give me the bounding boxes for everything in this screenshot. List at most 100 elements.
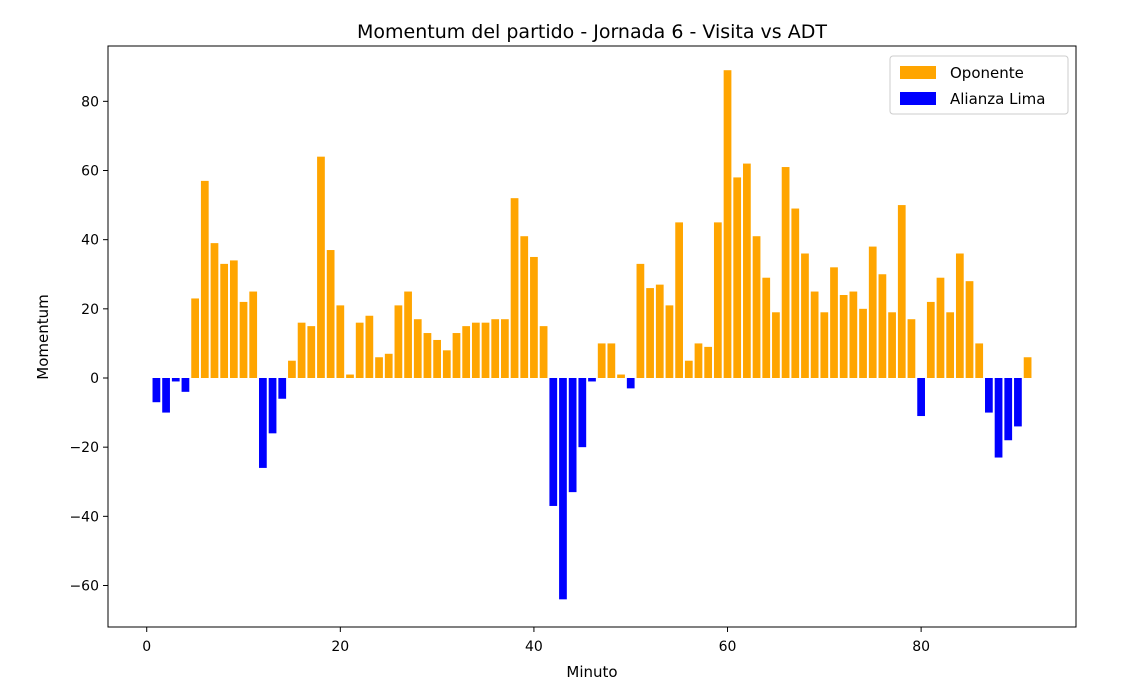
bar-oponente-min-26 — [394, 305, 403, 379]
bar-alianza-lima-min-88 — [994, 378, 1003, 458]
bar-oponente-min-27 — [404, 291, 412, 378]
bar-oponente-min-10 — [239, 301, 248, 378]
bar-oponente-min-9 — [229, 260, 238, 378]
y-tick-label: −60 — [69, 579, 99, 595]
bar-alianza-lima-min-45 — [578, 378, 587, 448]
bar-oponente-min-38 — [510, 198, 519, 378]
bar-oponente-min-6 — [200, 180, 209, 379]
bar-oponente-min-58 — [704, 346, 713, 379]
x-tick-label: 0 — [142, 639, 151, 655]
bar-oponente-min-53 — [655, 284, 664, 379]
bar-oponente-min-73 — [849, 291, 858, 378]
bar-oponente-min-74 — [859, 308, 867, 378]
bar-oponente-min-61 — [733, 177, 742, 378]
bar-oponente-min-63 — [752, 236, 761, 378]
bar-oponente-min-68 — [801, 253, 809, 378]
y-tick-label: 20 — [81, 302, 99, 318]
bar-oponente-min-85 — [965, 281, 974, 378]
y-tick-label: 40 — [81, 233, 99, 249]
bar-oponente-min-21 — [346, 374, 354, 378]
x-tick-label: 80 — [912, 639, 930, 655]
bar-oponente-min-70 — [820, 312, 829, 378]
bar-oponente-min-48 — [607, 343, 616, 378]
bar-oponente-min-7 — [210, 243, 219, 379]
bar-oponente-min-19 — [326, 250, 335, 378]
bar-oponente-min-11 — [249, 291, 258, 378]
bar-alianza-lima-min-12 — [259, 378, 267, 468]
bar-oponente-min-32 — [452, 333, 461, 378]
legend-label-alianza-lima: Alianza Lima — [950, 90, 1045, 108]
bar-oponente-min-41 — [539, 326, 548, 379]
bar-oponente-min-5 — [191, 298, 199, 378]
bar-oponente-min-24 — [375, 357, 383, 378]
bar-oponente-min-54 — [665, 305, 674, 379]
plot-frame — [107, 45, 1077, 628]
x-axis-ticks: 0 20 40 60 80 — [142, 627, 930, 655]
bars-group — [152, 70, 1032, 600]
bar-alianza-lima-min-3 — [171, 378, 180, 382]
bar-oponente-min-31 — [442, 350, 451, 378]
bar-alianza-lima-min-43 — [559, 378, 567, 600]
bar-oponente-min-18 — [317, 156, 325, 378]
bar-oponente-min-29 — [423, 333, 432, 378]
bar-oponente-min-37 — [501, 319, 509, 378]
bar-oponente-min-59 — [713, 222, 722, 379]
bar-alianza-lima-min-90 — [1014, 378, 1022, 427]
bar-alianza-lima-min-50 — [626, 378, 635, 389]
bar-oponente-min-78 — [897, 205, 906, 378]
bar-oponente-min-65 — [772, 312, 780, 378]
bar-oponente-min-28 — [413, 319, 422, 378]
bar-oponente-min-91 — [1023, 357, 1032, 378]
bar-oponente-min-33 — [462, 326, 471, 379]
x-tick-label: 20 — [331, 639, 349, 655]
y-axis-ticks: −60 −40 −20 0 20 40 60 80 — [69, 94, 108, 595]
legend-swatch-oponente — [900, 66, 936, 79]
bar-oponente-min-75 — [868, 246, 877, 378]
bar-alianza-lima-min-2 — [162, 378, 170, 413]
x-axis-title: Minuto — [566, 663, 617, 681]
bar-oponente-min-51 — [636, 263, 645, 379]
bar-oponente-min-20 — [336, 305, 345, 379]
bar-oponente-min-76 — [878, 274, 887, 378]
bar-oponente-min-8 — [220, 263, 229, 379]
y-tick-label: −20 — [69, 440, 99, 456]
bar-oponente-min-40 — [530, 256, 538, 378]
bar-oponente-min-81 — [926, 301, 935, 378]
y-tick-label: 60 — [81, 164, 99, 180]
bar-oponente-min-34 — [471, 322, 480, 378]
bar-alianza-lima-min-1 — [152, 378, 161, 403]
bar-oponente-min-17 — [307, 326, 316, 379]
chart-title: Momentum del partido - Jornada 6 - Visit… — [357, 21, 827, 43]
bar-oponente-min-22 — [355, 322, 364, 378]
bar-oponente-min-67 — [791, 208, 800, 378]
bar-oponente-min-30 — [433, 339, 441, 378]
bar-alianza-lima-min-89 — [1004, 378, 1013, 441]
bar-oponente-min-36 — [491, 319, 500, 378]
bar-oponente-min-62 — [743, 163, 751, 378]
bar-oponente-min-57 — [694, 343, 703, 378]
bar-oponente-min-56 — [684, 360, 693, 378]
bar-alianza-lima-min-13 — [268, 378, 277, 434]
x-tick-label: 60 — [719, 639, 737, 655]
bar-oponente-min-49 — [617, 374, 625, 378]
bar-oponente-min-83 — [946, 312, 955, 378]
bar-oponente-min-69 — [810, 291, 819, 378]
bar-oponente-min-71 — [830, 267, 838, 378]
legend-swatch-alianza-lima — [900, 92, 936, 105]
bar-oponente-min-23 — [365, 315, 374, 378]
bar-oponente-min-55 — [675, 222, 683, 379]
bar-oponente-min-39 — [520, 236, 529, 378]
bar-oponente-min-25 — [384, 353, 393, 378]
bar-oponente-min-84 — [955, 253, 964, 378]
bar-alianza-lima-min-44 — [568, 378, 577, 493]
bar-oponente-min-86 — [975, 343, 984, 378]
bar-alianza-lima-min-14 — [278, 378, 287, 399]
bar-oponente-min-72 — [839, 295, 848, 378]
bar-alianza-lima-min-4 — [181, 378, 190, 392]
y-tick-label: 0 — [90, 371, 99, 387]
y-axis-title: Momentum — [34, 294, 52, 379]
bar-oponente-min-64 — [762, 277, 771, 378]
bar-oponente-min-79 — [907, 319, 916, 378]
bar-oponente-min-82 — [936, 277, 945, 378]
